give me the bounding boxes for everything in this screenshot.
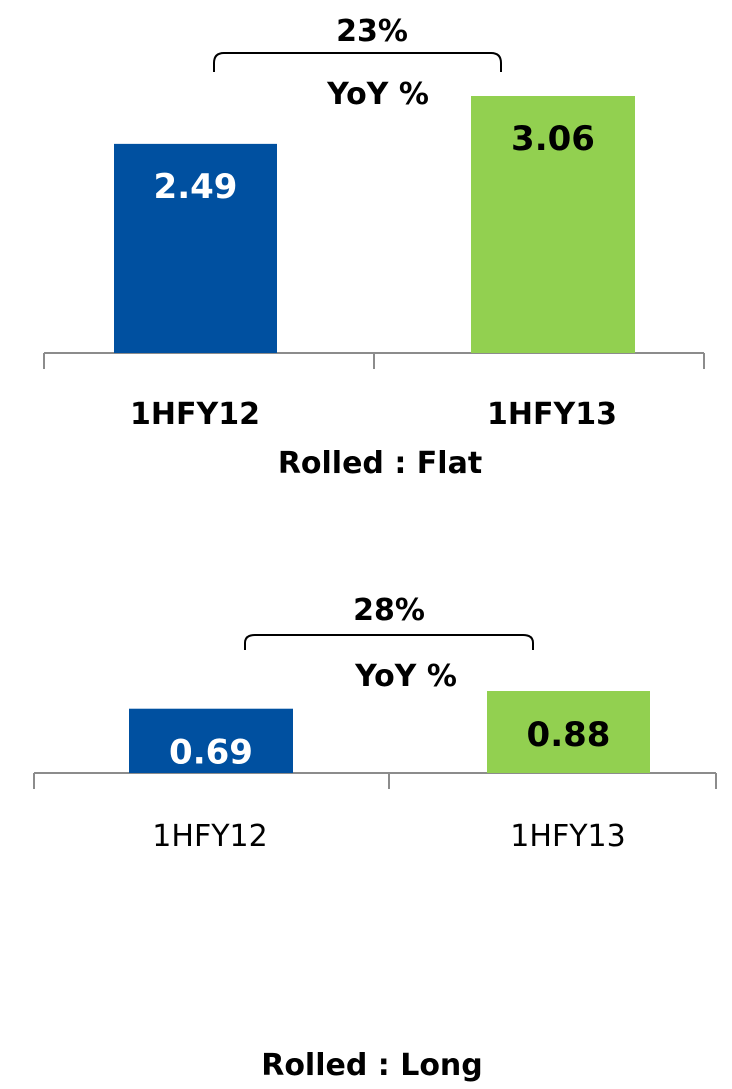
bar-value-label: 2.49: [154, 167, 238, 207]
bar-value-label: 0.69: [169, 733, 253, 773]
chart-rolled-flat: 2.49 3.06 23% YoY % 1HFY12 1HFY13 Rolled…: [43, 14, 705, 481]
category-label: 1HFY13: [487, 397, 617, 432]
bar-1hfy13: [471, 96, 635, 353]
category-label: 1HFY12: [130, 397, 260, 432]
category-label: 1HFY13: [510, 819, 625, 854]
bar-value-label: 3.06: [511, 119, 595, 159]
chart-title: Rolled : Long: [261, 1048, 483, 1083]
growth-bracket: [244, 634, 534, 650]
bar-value-label: 0.88: [527, 715, 611, 755]
bar-1hfy12: [129, 708, 293, 773]
chart-title: Rolled : Flat: [278, 446, 482, 481]
chart-rolled-long: 0.69 0.88 28% YoY % 1HFY12 1HFY13 Rolled…: [33, 593, 717, 1083]
growth-percentage: 23%: [336, 14, 408, 49]
category-label: 1HFY12: [152, 819, 267, 854]
growth-bracket: [213, 52, 502, 72]
yoy-caption: YoY %: [354, 659, 457, 694]
bar-1hfy13: [487, 691, 650, 773]
growth-percentage: 28%: [353, 593, 425, 628]
bar-1hfy12: [114, 143, 277, 353]
yoy-caption: YoY %: [326, 77, 429, 112]
